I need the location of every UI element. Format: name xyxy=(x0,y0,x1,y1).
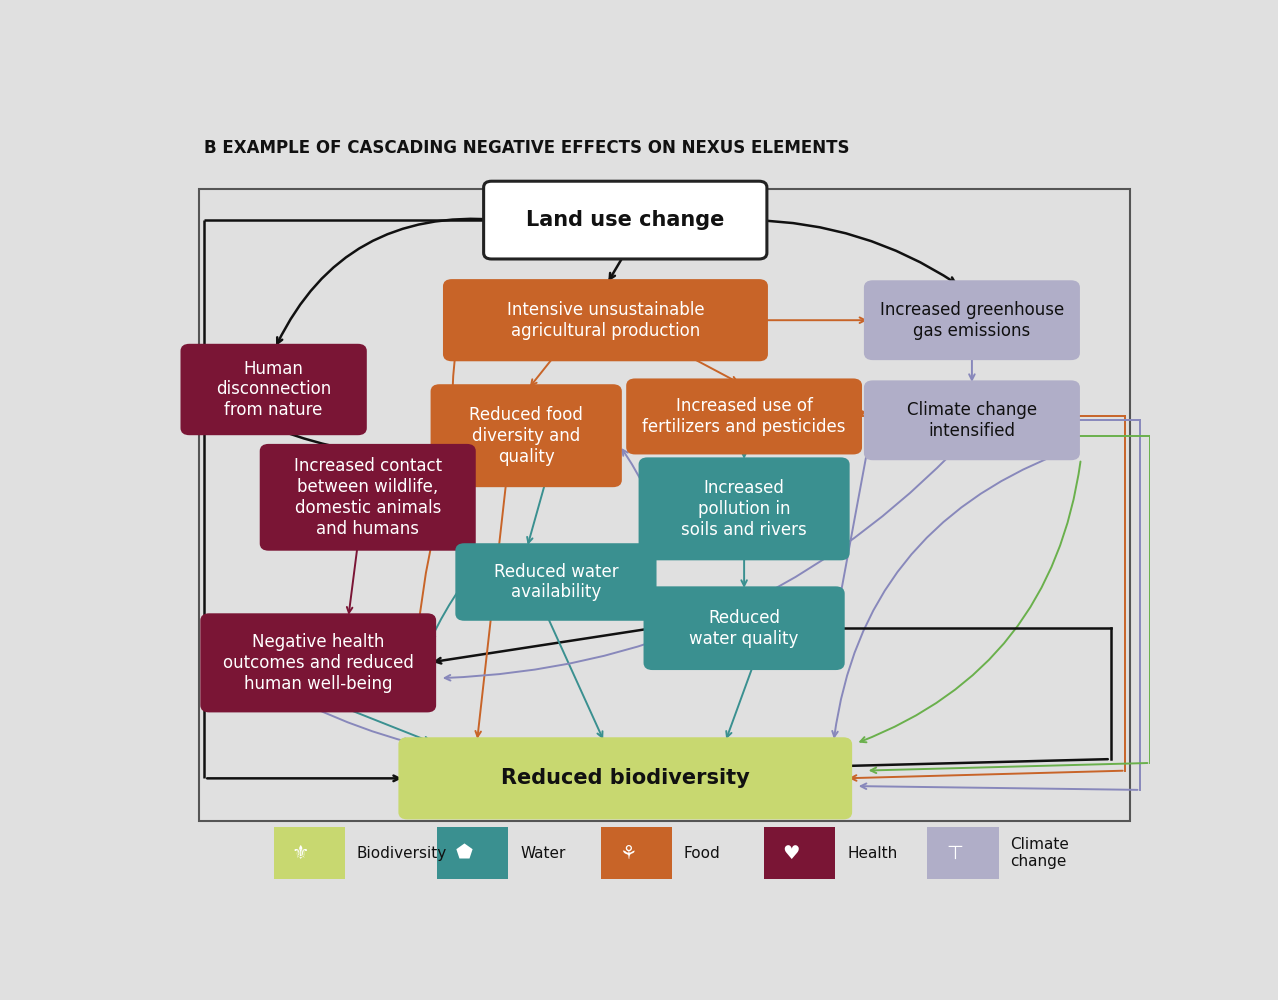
Text: Reduced
water quality: Reduced water quality xyxy=(689,609,799,648)
Text: Reduced water
availability: Reduced water availability xyxy=(493,563,619,601)
FancyBboxPatch shape xyxy=(443,280,767,360)
Text: Increased use of
fertilizers and pesticides: Increased use of fertilizers and pestici… xyxy=(643,397,846,436)
Text: Water: Water xyxy=(520,846,566,861)
FancyBboxPatch shape xyxy=(202,614,435,711)
FancyBboxPatch shape xyxy=(400,738,851,818)
Text: Reduced biodiversity: Reduced biodiversity xyxy=(501,768,750,788)
Text: ⚜: ⚜ xyxy=(291,844,309,863)
FancyBboxPatch shape xyxy=(432,385,621,486)
Text: B EXAMPLE OF CASCADING NEGATIVE EFFECTS ON NEXUS ELEMENTS: B EXAMPLE OF CASCADING NEGATIVE EFFECTS … xyxy=(204,139,850,157)
Text: Increased contact
between wildlife,
domestic animals
and humans: Increased contact between wildlife, dome… xyxy=(294,457,442,538)
FancyBboxPatch shape xyxy=(639,458,849,559)
Text: ⚘: ⚘ xyxy=(619,844,636,863)
Text: Climate
change: Climate change xyxy=(1011,837,1070,869)
Text: Human
disconnection
from nature: Human disconnection from nature xyxy=(216,360,331,419)
FancyBboxPatch shape xyxy=(928,827,998,879)
FancyBboxPatch shape xyxy=(456,544,656,620)
Text: ⬟: ⬟ xyxy=(456,844,473,863)
Text: Increased
pollution in
soils and rivers: Increased pollution in soils and rivers xyxy=(681,479,806,539)
FancyBboxPatch shape xyxy=(601,827,672,879)
Text: Climate change
intensified: Climate change intensified xyxy=(907,401,1036,440)
Text: Food: Food xyxy=(684,846,721,861)
FancyBboxPatch shape xyxy=(627,379,861,453)
FancyBboxPatch shape xyxy=(181,345,366,434)
FancyBboxPatch shape xyxy=(273,827,345,879)
Text: Biodiversity: Biodiversity xyxy=(357,846,447,861)
Text: Negative health
outcomes and reduced
human well-being: Negative health outcomes and reduced hum… xyxy=(222,633,414,693)
FancyBboxPatch shape xyxy=(865,281,1079,359)
FancyBboxPatch shape xyxy=(764,827,836,879)
Text: Reduced food
diversity and
quality: Reduced food diversity and quality xyxy=(469,406,583,466)
FancyBboxPatch shape xyxy=(644,587,843,669)
Text: Land use change: Land use change xyxy=(527,210,725,230)
Text: Increased greenhouse
gas emissions: Increased greenhouse gas emissions xyxy=(879,301,1065,340)
Text: Health: Health xyxy=(847,846,897,861)
Text: Intensive unsustainable
agricultural production: Intensive unsustainable agricultural pro… xyxy=(506,301,704,340)
Text: ⊤: ⊤ xyxy=(946,844,962,863)
FancyBboxPatch shape xyxy=(437,827,509,879)
FancyBboxPatch shape xyxy=(261,445,474,550)
Text: ♥: ♥ xyxy=(782,844,800,863)
FancyBboxPatch shape xyxy=(865,381,1079,459)
FancyBboxPatch shape xyxy=(483,181,767,259)
